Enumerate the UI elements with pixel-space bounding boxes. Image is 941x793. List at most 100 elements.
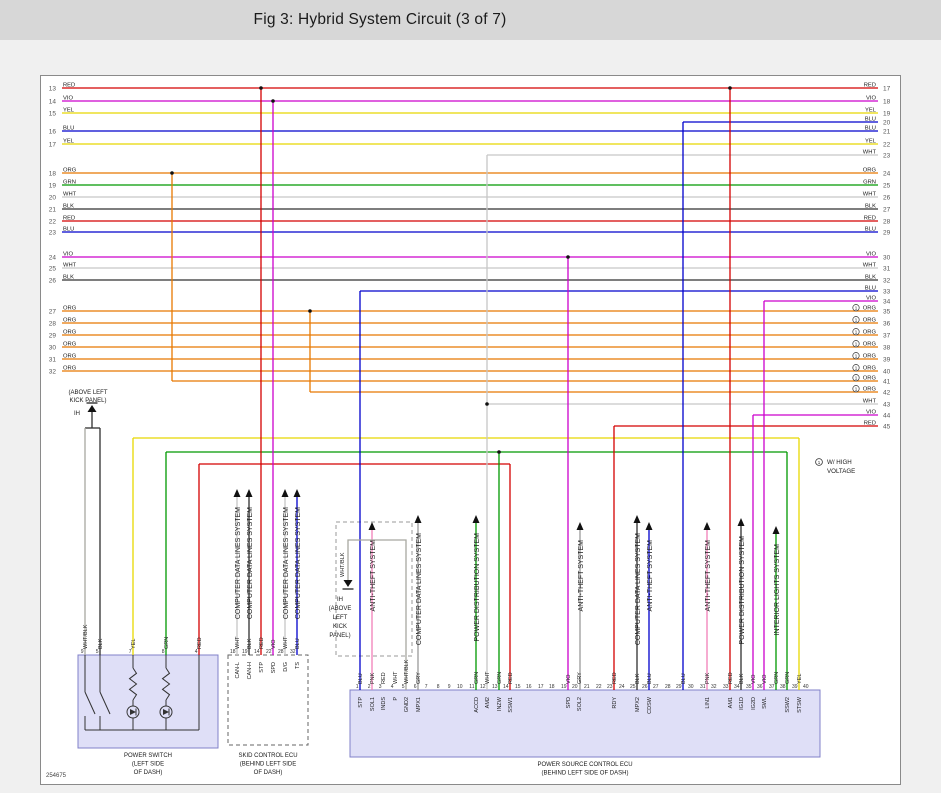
pin-number: 14: [254, 649, 260, 655]
pin-name-label: STSW: [797, 696, 803, 713]
pin-number: 16: [526, 684, 532, 690]
right-pin-number: 17: [883, 86, 891, 93]
pin-number: 28: [278, 649, 284, 655]
right-pin-number: 44: [883, 413, 891, 420]
wire-color-label: BLU: [63, 126, 74, 132]
pin-color-label: VIO: [751, 674, 757, 684]
junction-dot: [271, 99, 275, 103]
pin-name-label: TS: [295, 662, 301, 669]
system-label: COMPUTER DATA LINES SYSTEM: [247, 507, 254, 619]
left-pin-number: 22: [49, 219, 57, 226]
wire-color-label: ORG: [63, 168, 77, 174]
high-voltage-marker: [852, 385, 860, 393]
arrow-up-icon: [703, 522, 711, 530]
right-pin-number: 22: [883, 142, 891, 149]
wire-color-label: YEL: [63, 139, 75, 145]
pin-number: 32: [290, 649, 296, 655]
pin-color-label: WHT: [235, 636, 241, 649]
pin-name-label: SPD: [271, 662, 277, 673]
pin-color-label: GRY: [416, 672, 422, 684]
pin-number: 12: [480, 684, 486, 690]
pin-name-label: CAN-H: [247, 662, 253, 679]
pin-name-label: AM2: [485, 697, 491, 708]
pin-color-label: RED: [508, 672, 514, 684]
high-voltage-marker: [852, 304, 860, 312]
pin-number: 7: [129, 649, 132, 655]
left-pin-number: 19: [49, 183, 57, 190]
wire-color-label: WHT: [863, 399, 877, 405]
right-pin-number: 25: [883, 183, 891, 190]
shield-box: [335, 521, 413, 657]
arrow-up-icon: [737, 518, 745, 526]
power-source-control-ecu-label: (BEHIND LEFT SIDE OF DASH): [542, 771, 629, 777]
pin-number: 37: [769, 684, 775, 690]
wire-color-label: VIO: [63, 96, 73, 102]
arrow-up-icon: [293, 489, 301, 497]
wire-color-label: ORG: [63, 366, 77, 372]
pin-number: 5: [402, 684, 405, 690]
hv-legend-symbol: 1: [818, 460, 821, 465]
arrow-up-icon: [772, 526, 780, 534]
wire-color-label: WHT: [63, 192, 77, 198]
pin-number: 36: [757, 684, 763, 690]
pin-name-label: SOL1: [370, 697, 376, 711]
system-label: ANTI-THEFT SYSTEM: [370, 540, 377, 612]
pin-color-label: BLK: [635, 673, 641, 684]
right-pin-number: 29: [883, 230, 891, 237]
pin-color-label: BLU: [295, 638, 301, 649]
right-pin-number: 18: [883, 99, 891, 106]
pin-name-label: SSW1: [508, 697, 514, 713]
system-label: COMPUTER DATA LINES SYSTEM: [235, 507, 242, 619]
hv-legend-text: W/ HIGH: [827, 459, 852, 466]
right-pin-number: 20: [883, 120, 891, 127]
hv-legend-icon: [815, 458, 823, 466]
power-switch: [77, 654, 219, 749]
skid-control-ecu: [227, 654, 309, 746]
hv-legend-text: VOLTAGE: [827, 468, 855, 475]
pin-color-label: BLU: [681, 673, 687, 684]
pin-color-label: VIO: [271, 639, 277, 649]
pin-number: 20: [572, 684, 578, 690]
pin-name-label: INDS: [381, 697, 387, 710]
pin-name-label: D/G: [283, 662, 289, 672]
pin-color-label: RED: [381, 672, 387, 684]
wire-color-label: ORG: [863, 366, 877, 372]
pin-number: 38: [780, 684, 786, 690]
high-voltage-marker-number: 1: [855, 354, 858, 359]
wire-color-label: BLU: [63, 227, 74, 233]
pin-number: 33: [723, 684, 729, 690]
pin-number: 5: [96, 649, 99, 655]
right-pin-number: 28: [883, 219, 891, 226]
pin-color-label: WHT: [393, 671, 399, 684]
power-switch-label: POWER SWITCH: [124, 753, 172, 759]
wire-color-label: ORG: [863, 354, 877, 360]
pin-number: 7: [425, 684, 428, 690]
system-label: COMPUTER DATA LINES SYSTEM: [283, 507, 290, 619]
pin-color-label: BLU: [358, 673, 364, 684]
pin-color-label: BLK: [98, 638, 104, 649]
left-pin-number: 16: [49, 129, 57, 136]
pin-name-label: IG1D: [739, 697, 745, 710]
arrow-up-icon: [368, 522, 376, 530]
junction-dot: [170, 171, 174, 175]
pin-name-label: SPD: [566, 697, 572, 708]
arrow-up-icon: [633, 515, 641, 523]
arrow-up-icon: [245, 489, 253, 497]
wire-color-label: VIO: [866, 410, 876, 416]
wire-color-label: RED: [63, 83, 75, 89]
pin-number: 31: [700, 684, 706, 690]
pin-number: 15: [515, 684, 521, 690]
junction-dot: [728, 86, 732, 90]
right-pin-number: 40: [883, 369, 891, 376]
left-pin-number: 18: [49, 171, 57, 178]
wire-color-label: ORG: [863, 330, 877, 336]
junction-dot: [566, 255, 570, 259]
pin-number: 29: [676, 684, 682, 690]
pin-name-label: LIN1: [705, 697, 711, 709]
high-voltage-marker: [852, 328, 860, 336]
right-pin-number: 21: [883, 129, 891, 136]
wire-color-label: GRN: [863, 180, 876, 186]
wire-color-label: GRN: [63, 180, 76, 186]
left-pin-number: 31: [49, 357, 57, 364]
figure-number: 254675: [46, 773, 67, 779]
